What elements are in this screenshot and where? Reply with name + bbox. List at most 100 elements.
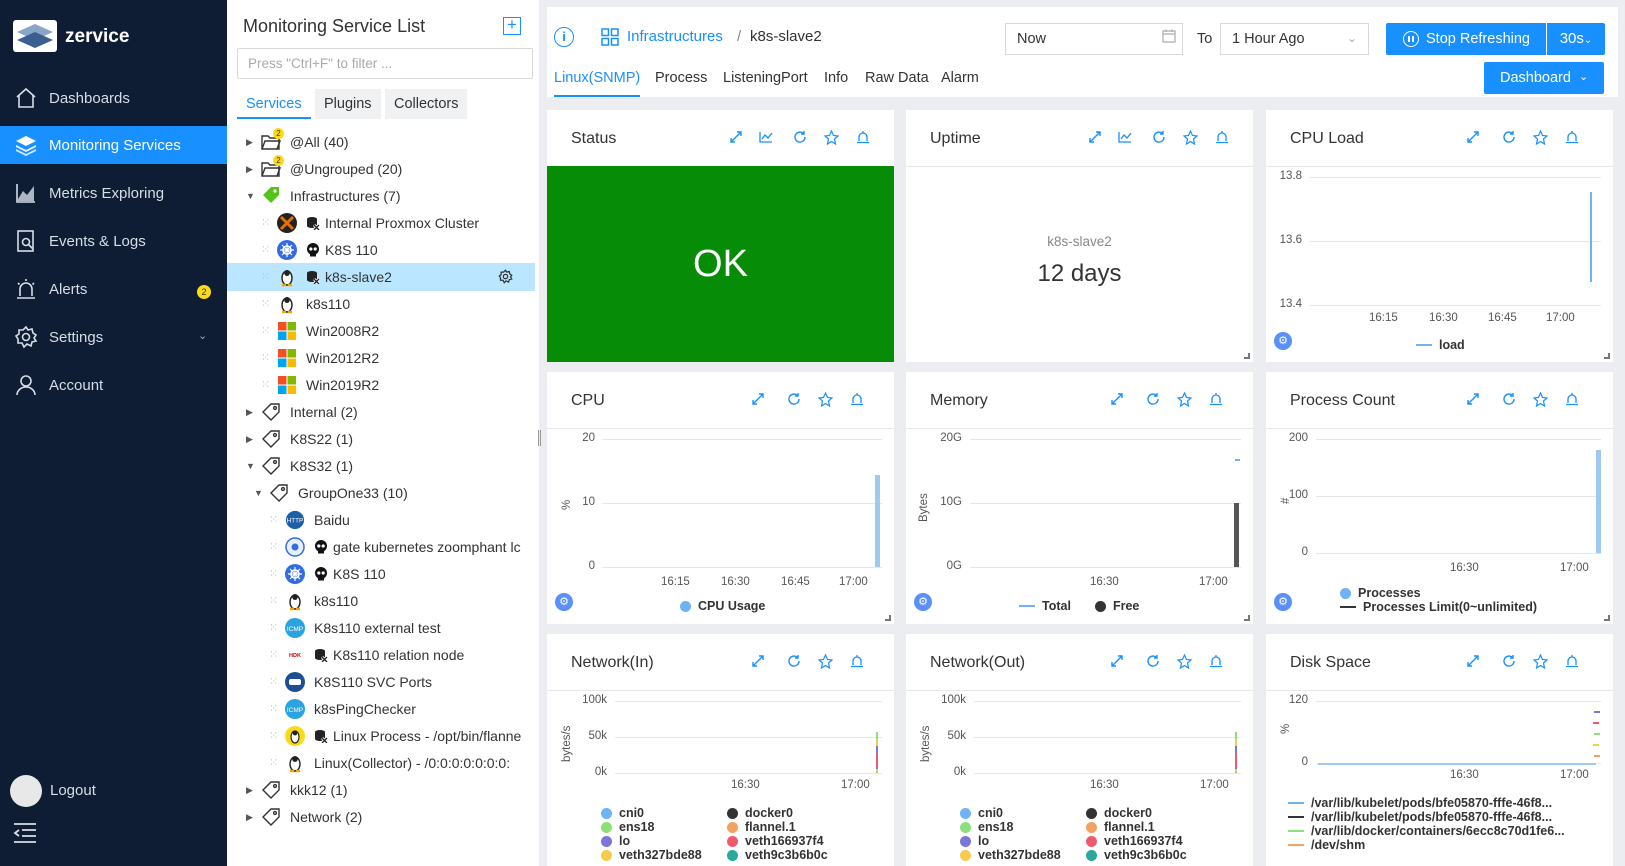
tree-item[interactable]: ⁙ HTTP Baidu	[227, 506, 535, 534]
legend-item[interactable]: veth166937f4	[1086, 834, 1183, 848]
tree-item[interactable]: ⁙ k8s110	[227, 587, 535, 615]
alarm-icon[interactable]	[1563, 390, 1581, 408]
drag-handle-icon[interactable]: ⁙	[269, 595, 278, 607]
star-icon[interactable]	[1531, 652, 1549, 670]
legend-item[interactable]: /var/lib/kubelet/pods/bfe05870-fffe-46f8…	[1288, 796, 1552, 810]
star-icon[interactable]	[1181, 128, 1199, 146]
drag-handle-icon[interactable]: ⁙	[261, 217, 270, 229]
legend-processes[interactable]: Processes	[1340, 586, 1421, 600]
caret-right-icon[interactable]: ▶	[246, 785, 253, 795]
add-service-button[interactable]: +	[503, 16, 521, 35]
caret-right-icon[interactable]: ▶	[246, 164, 253, 174]
legend-item[interactable]: load	[1416, 338, 1465, 352]
tree-group[interactable]: ▼ K8S32 (1)	[227, 452, 535, 480]
time-from-field[interactable]: Now	[1005, 23, 1183, 55]
star-icon[interactable]	[1531, 128, 1549, 146]
tree-item[interactable]: ⁙ k8s110	[227, 290, 535, 318]
info-icon[interactable]: i	[554, 27, 574, 47]
tree-item[interactable]: ⁙ K8S 110	[227, 236, 535, 264]
alarm-icon[interactable]	[1213, 128, 1231, 146]
legend-item[interactable]: veth327bde88	[601, 848, 702, 862]
legend-item[interactable]: veth9c3b6b0c	[727, 848, 828, 862]
legend-process-limit[interactable]: Processes Limit(0~unlimited)	[1340, 600, 1537, 614]
settings-gear-icon[interactable]: ⚙	[914, 593, 932, 611]
legend-item[interactable]: lo	[960, 834, 989, 848]
expand-icon[interactable]	[1108, 652, 1126, 670]
legend-item[interactable]: cni0	[960, 806, 1003, 820]
resize-corner[interactable]	[1604, 353, 1610, 359]
refresh-icon[interactable]	[1144, 652, 1162, 670]
tree-group[interactable]: ▼ GroupOne33 (10)	[227, 479, 535, 507]
stop-refreshing-button[interactable]: Stop Refreshing	[1386, 23, 1546, 55]
legend-item[interactable]: flannel.1	[727, 820, 796, 834]
drag-handle-icon[interactable]: ⁙	[269, 649, 278, 661]
tree-item[interactable]: ⁙ Internal Proxmox Cluster	[227, 209, 535, 237]
drag-handle-icon[interactable]: ⁙	[261, 352, 270, 364]
star-icon[interactable]	[816, 652, 834, 670]
tree-item[interactable]: ⁙ Win2019R2	[227, 371, 535, 399]
refresh-icon[interactable]	[1500, 128, 1518, 146]
tree-group[interactable]: ▶ 2 @All (40)	[227, 128, 535, 156]
legend-item[interactable]: /var/lib/docker/containers/6ecc8c70d1fe6…	[1288, 824, 1565, 838]
drag-handle-icon[interactable]: ⁙	[269, 676, 278, 688]
tree-group[interactable]: ▶ 2 @Ungrouped (20)	[227, 155, 535, 183]
alarm-icon[interactable]	[1563, 652, 1581, 670]
tab-info[interactable]: Info	[824, 70, 849, 86]
tree-group[interactable]: ▶ Internal (2)	[227, 398, 535, 426]
alarm-icon[interactable]	[1563, 128, 1581, 146]
alarm-icon[interactable]	[1207, 652, 1225, 670]
avatar[interactable]	[10, 775, 42, 807]
tree-group[interactable]: ▼ Infrastructures (7)	[227, 182, 535, 210]
legend-item[interactable]: veth166937f4	[727, 834, 824, 848]
tree-group[interactable]: ▶ K8S22 (1)	[227, 425, 535, 453]
settings-gear-icon[interactable]: ⚙	[1274, 332, 1292, 350]
tab-linux-snmp[interactable]: Linux(SNMP)	[554, 70, 641, 86]
legend-item[interactable]: /var/lib/kubelet/pods/bfe05870-fffe-46f8…	[1288, 810, 1552, 824]
breadcrumb-parent[interactable]: Infrastructures	[627, 28, 723, 45]
alarm-icon[interactable]	[854, 128, 872, 146]
refresh-icon[interactable]	[1500, 390, 1518, 408]
caret-right-icon[interactable]: ▶	[246, 434, 253, 444]
alarm-icon[interactable]	[848, 652, 866, 670]
expand-icon[interactable]	[1464, 390, 1482, 408]
resize-corner[interactable]	[1604, 615, 1610, 621]
alarm-icon[interactable]	[848, 390, 866, 408]
tree-item[interactable]: ⁙ ICMP k8sPingChecker	[227, 695, 535, 723]
tab-listeningport[interactable]: ListeningPort	[723, 70, 808, 86]
settings-gear-icon[interactable]: ⚙	[555, 593, 573, 611]
nav-alerts[interactable]: Alerts	[0, 270, 227, 308]
legend-item[interactable]: ens18	[601, 820, 654, 834]
resize-corner[interactable]	[1244, 615, 1250, 621]
expand-icon[interactable]	[749, 390, 767, 408]
drag-handle-icon[interactable]: ⁙	[269, 514, 278, 526]
legend-item[interactable]: docker0	[727, 806, 793, 820]
caret-right-icon[interactable]: ▶	[246, 812, 253, 822]
expand-icon[interactable]	[1464, 128, 1482, 146]
caret-down-icon[interactable]: ▼	[246, 461, 255, 471]
star-icon[interactable]	[1175, 390, 1193, 408]
star-icon[interactable]	[816, 390, 834, 408]
drag-handle-icon[interactable]: ⁙	[269, 703, 278, 715]
nav-dashboards[interactable]: Dashboards	[0, 79, 227, 117]
drag-handle-icon[interactable]: ⁙	[269, 622, 278, 634]
drag-handle-icon[interactable]: ⁙	[261, 325, 270, 337]
tree-item[interactable]: ⁙ Linux(Collector) - /0:0:0:0:0:0:0:	[227, 749, 535, 777]
legend-item[interactable]: ens18	[960, 820, 1013, 834]
drag-handle-icon[interactable]: ⁙	[261, 298, 270, 310]
refresh-icon[interactable]	[1150, 128, 1168, 146]
nav-metrics-exploring[interactable]: Metrics Exploring	[0, 174, 227, 212]
expand-icon[interactable]	[1464, 652, 1482, 670]
tab-collectors[interactable]: Collectors	[385, 89, 468, 119]
star-icon[interactable]	[1175, 652, 1193, 670]
drag-handle-icon[interactable]: ⁙	[261, 244, 270, 256]
legend-item[interactable]: veth327bde88	[960, 848, 1061, 862]
refresh-icon[interactable]	[785, 390, 803, 408]
legend-item[interactable]: lo	[601, 834, 630, 848]
tab-services[interactable]: Services	[237, 89, 311, 119]
refresh-icon[interactable]	[791, 128, 809, 146]
tree-item[interactable]: ⁙ Linux Process - /opt/bin/flanne	[227, 722, 535, 750]
time-to-select[interactable]: 1 Hour Ago ⌄	[1220, 23, 1369, 55]
tree-item[interactable]: ⁙ gate kubernetes zoomphant lc	[227, 533, 535, 561]
chart-type-icon[interactable]	[757, 128, 775, 146]
tab-alarm[interactable]: Alarm	[941, 70, 979, 86]
